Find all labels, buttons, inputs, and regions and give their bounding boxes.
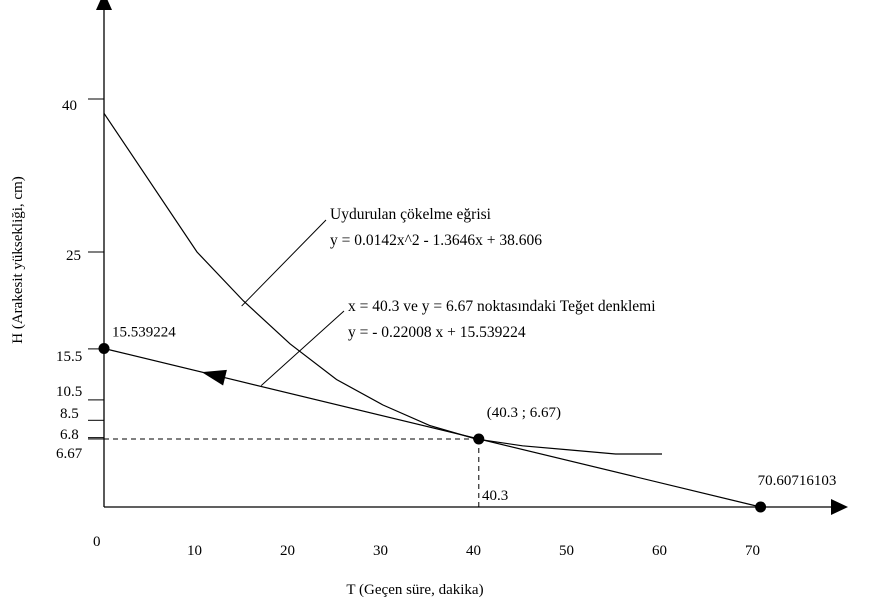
- guides-group: [104, 219, 480, 507]
- data-point-label: 15.539224: [112, 324, 176, 340]
- data-point: [473, 433, 485, 445]
- tangent-leader-line: [260, 310, 345, 386]
- x-tick-label: 70: [745, 543, 760, 559]
- x-tick-label: 20: [280, 543, 295, 559]
- x-tick-label: 60: [652, 543, 667, 559]
- y-axis-title: H (Arakesit yüksekliği, cm): [10, 176, 26, 343]
- x-tick-label: 0: [93, 534, 101, 550]
- data-point: [755, 501, 767, 513]
- tangent-arrowhead: [201, 369, 227, 386]
- y-tick-label: 8.5: [60, 406, 79, 422]
- series-group: [103, 112, 761, 508]
- y-tick-label: 6.67: [56, 446, 83, 462]
- curve-leader-line: [241, 219, 327, 307]
- x-axis-title: T (Geçen süre, dakika): [346, 582, 483, 598]
- tangent-equation-annotation: y = - 0.22008 x + 15.539224: [348, 324, 526, 341]
- data-point-label: (40.3 ; 6.67): [487, 405, 561, 421]
- y-axis-arrow: [96, 0, 112, 10]
- y-ticks: 40 25 15.5 10.5 8.5 6.8 6.67: [56, 98, 104, 462]
- x-tick-label: 50: [559, 543, 574, 559]
- points-group: 15.539224 (40.3 ; 6.67) 70.60716103: [98, 324, 837, 513]
- x-marker-label: 40.3: [482, 488, 508, 504]
- axes: [96, 0, 848, 515]
- series-curve-line: [103, 112, 662, 455]
- y-tick-label: 40: [62, 98, 77, 114]
- data-point: [98, 342, 110, 354]
- x-tick-label: 40: [466, 543, 481, 559]
- y-tick-label: 15.5: [56, 349, 82, 365]
- curve-equation-annotation: y = 0.0142x^2 - 1.3646x + 38.606: [330, 232, 542, 249]
- y-tick-label: 6.8: [60, 427, 79, 443]
- y-tick-label: 10.5: [56, 384, 82, 400]
- y-tick-label: 25: [66, 248, 81, 264]
- curve-title-annotation: Uydurulan çökelme eğrisi: [330, 206, 492, 223]
- x-tick-label: 30: [373, 543, 388, 559]
- tangent-title-annotation: x = 40.3 ve y = 6.67 noktasındaki Teğet …: [348, 298, 656, 315]
- x-ticks: 0 10 20 30 40 50 60 70: [93, 534, 760, 559]
- x-axis-arrow: [831, 499, 848, 515]
- data-point-label: 70.60716103: [758, 473, 837, 489]
- x-tick-label: 10: [187, 543, 202, 559]
